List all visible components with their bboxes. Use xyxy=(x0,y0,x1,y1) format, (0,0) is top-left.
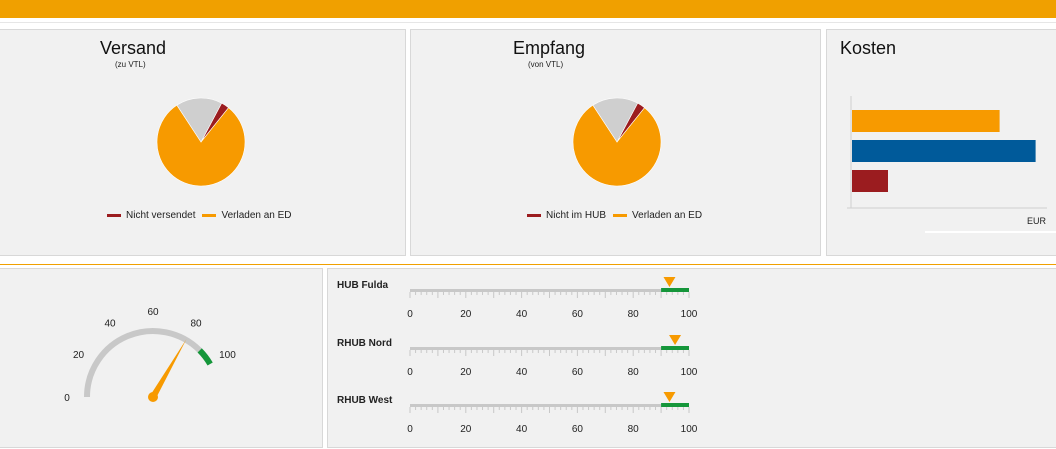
kosten-bar-2 xyxy=(852,140,1036,162)
gauge-tick-label-100: 100 xyxy=(219,350,236,361)
bullet-tick-label: 60 xyxy=(572,309,584,320)
bullet-marker-hub-fulda xyxy=(663,277,676,287)
bullet-tick-label: 40 xyxy=(516,367,528,378)
legend-label-verladen: Verladen an ED xyxy=(632,210,703,221)
legend-swatch-verladen xyxy=(613,213,628,217)
kosten-bar-3 xyxy=(852,170,888,192)
bullet-tick-label: 100 xyxy=(681,367,698,378)
bullet-label-rhub-nord: RHUB Nord xyxy=(337,338,392,349)
bullet-tick-label: 0 xyxy=(407,309,413,320)
gauge-chart: 0 20 40 60 80 100 xyxy=(64,307,236,404)
bullet-panel: HUB Fulda 0 20 40 60 80 100 RHUB Nord 0 20 40 60 80 1… xyxy=(327,268,1056,448)
bullet-label-hub-fulda: HUB Fulda xyxy=(337,280,389,291)
kosten-bottom-rule xyxy=(925,231,1056,233)
empfang-pie-chart xyxy=(572,97,662,187)
kosten-unit-label: EUR xyxy=(1027,216,1047,226)
pie-slice-verladen xyxy=(156,104,246,187)
bullet-tick-label: 60 xyxy=(572,424,584,435)
bullet-marker-rhub-nord xyxy=(669,335,682,345)
kosten-bar-1 xyxy=(852,110,1000,132)
legend-swatch-nicht-versendet xyxy=(107,213,121,217)
bullet-tick-label: 100 xyxy=(681,309,698,320)
gauge-panel: 0 20 40 60 80 100 xyxy=(0,268,323,448)
versand-legend: Nicht versendet Verladen an ED xyxy=(107,210,292,221)
bullet-target-band-hub-fulda xyxy=(661,288,689,292)
kosten-panel: Kosten EUR xyxy=(826,29,1056,256)
gauge-tick-label-20: 20 xyxy=(73,350,85,361)
bullet-tick-label: 40 xyxy=(516,424,528,435)
legend-label-verladen: Verladen an ED xyxy=(221,210,292,221)
bullet-marker-rhub-west xyxy=(663,392,676,402)
kosten-title: Kosten xyxy=(840,38,897,58)
bullet-track-rhub-west xyxy=(410,404,689,407)
legend-label-nicht-im-hub: Nicht im HUB xyxy=(546,210,607,221)
versand-panel: Versand (zu VTL) Nicht versendet Verladen… xyxy=(0,29,406,256)
top-accent-bar xyxy=(0,0,1056,18)
legend-label-nicht-versendet: Nicht versendet xyxy=(126,210,196,221)
bullet-tick-label: 20 xyxy=(460,367,472,378)
empfang-panel: Empfang (von VTL) Nicht im HUB Verladen a… xyxy=(410,29,821,256)
top-rule xyxy=(0,22,1056,23)
versand-subtitle: (zu VTL) xyxy=(115,60,146,69)
bullet-tick-label: 40 xyxy=(516,309,528,320)
bullet-tick-label: 0 xyxy=(407,367,413,378)
bullet-tick-label: 20 xyxy=(460,309,472,320)
bullet-tick-label: 20 xyxy=(460,424,472,435)
bullet-target-band-rhub-west xyxy=(661,403,689,407)
gauge-tick-label-60: 60 xyxy=(147,307,159,318)
bullet-tick-label: 60 xyxy=(572,367,584,378)
pie-slice-verladen xyxy=(572,104,662,187)
gauge-tick-label-40: 40 xyxy=(104,319,116,330)
gauge-tick-label-0: 0 xyxy=(64,393,70,404)
legend-swatch-nicht-im-hub xyxy=(527,213,541,217)
section-divider xyxy=(0,264,1056,265)
gauge-needle xyxy=(150,338,187,399)
bullet-tick-label: 0 xyxy=(407,424,413,435)
bullet-tick-label: 80 xyxy=(628,367,640,378)
kosten-bar-chart: EUR xyxy=(847,96,1047,226)
versand-pie-chart xyxy=(156,97,246,187)
bullet-track-hub-fulda xyxy=(410,289,689,292)
pie-slice-rest xyxy=(176,97,223,143)
bullet-track-rhub-nord xyxy=(410,347,689,350)
empfang-title: Empfang xyxy=(513,38,586,58)
empfang-legend: Nicht im HUB Verladen an ED xyxy=(527,210,702,221)
bullet-tick-label: 80 xyxy=(628,309,640,320)
empfang-subtitle: (von VTL) xyxy=(528,60,564,69)
legend-swatch-verladen xyxy=(202,213,217,217)
bullet-charts: HUB Fulda 0 20 40 60 80 100 RHUB Nord 0 20 40 60 80 1… xyxy=(337,277,698,435)
pie-slice-rest xyxy=(592,97,639,143)
bullet-target-band-rhub-nord xyxy=(661,346,689,350)
bullet-label-rhub-west: RHUB West xyxy=(337,395,393,406)
gauge-track xyxy=(84,328,202,398)
versand-title: Versand xyxy=(100,38,167,58)
bullet-tick-label: 80 xyxy=(628,424,640,435)
gauge-target-band xyxy=(197,348,213,366)
bullet-tick-label: 100 xyxy=(681,424,698,435)
gauge-needle-hub xyxy=(148,392,158,402)
gauge-tick-label-80: 80 xyxy=(190,319,202,330)
